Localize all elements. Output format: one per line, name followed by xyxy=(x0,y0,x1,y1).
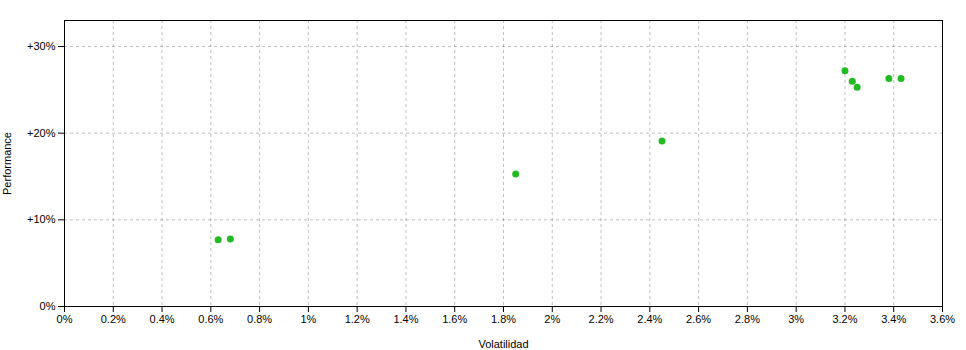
svg-text:3.4%: 3.4% xyxy=(881,313,906,325)
svg-text:1.4%: 1.4% xyxy=(393,313,418,325)
svg-text:2.2%: 2.2% xyxy=(589,313,614,325)
svg-text:3%: 3% xyxy=(788,313,804,325)
svg-text:2%: 2% xyxy=(544,313,560,325)
svg-text:Performance: Performance xyxy=(1,132,13,195)
svg-text:+10%: +10% xyxy=(27,213,56,225)
svg-text:0%: 0% xyxy=(57,313,73,325)
svg-text:1%: 1% xyxy=(300,313,316,325)
svg-text:0.2%: 0.2% xyxy=(101,313,126,325)
svg-text:1.2%: 1.2% xyxy=(345,313,370,325)
svg-text:1.8%: 1.8% xyxy=(491,313,516,325)
svg-text:Volatilidad: Volatilidad xyxy=(478,338,528,350)
svg-text:2.6%: 2.6% xyxy=(686,313,711,325)
svg-text:1.6%: 1.6% xyxy=(442,313,467,325)
svg-text:0.6%: 0.6% xyxy=(198,313,223,325)
svg-text:2.4%: 2.4% xyxy=(637,313,662,325)
svg-text:0.8%: 0.8% xyxy=(247,313,272,325)
svg-text:2.8%: 2.8% xyxy=(735,313,760,325)
svg-text:3.6%: 3.6% xyxy=(930,313,955,325)
svg-text:0.4%: 0.4% xyxy=(150,313,175,325)
svg-text:+20%: +20% xyxy=(27,127,56,139)
svg-text:+30%: +30% xyxy=(27,40,56,52)
svg-text:0%: 0% xyxy=(40,300,56,312)
svg-text:3.2%: 3.2% xyxy=(832,313,857,325)
